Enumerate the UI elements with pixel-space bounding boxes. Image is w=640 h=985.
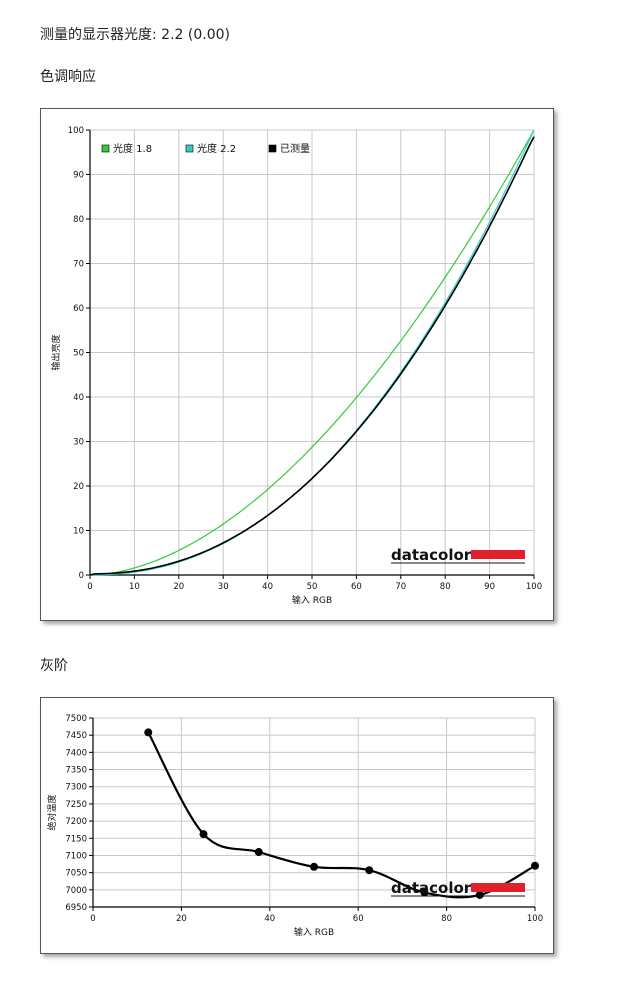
data-point: [365, 866, 374, 875]
x-tick-label: 90: [484, 582, 495, 592]
series-line-3: [89, 136, 535, 576]
x-tick-label: 0: [87, 582, 92, 592]
y-tick-label: 20: [73, 482, 84, 492]
y-tick-label: 50: [73, 349, 84, 359]
y-tick-label: 0: [79, 571, 84, 581]
y-tick-label: 6950: [65, 903, 87, 913]
y-tick-label: 7300: [65, 783, 87, 793]
data-point: [254, 848, 263, 857]
legend-swatch: [268, 144, 277, 153]
y-tick-label: 7050: [65, 869, 87, 879]
y-tick-label: 7250: [65, 800, 87, 810]
x-tick-label: 80: [440, 582, 451, 592]
y-tick-label: 70: [73, 260, 84, 270]
x-tick-label: 20: [173, 582, 184, 592]
grayscale-chart-panel: 0 20 40 60 80 100 6950 7000 7050 7100 7150 7200 7250…: [40, 697, 554, 954]
x-tick-label: 40: [264, 914, 275, 924]
x-tick-label: 30: [218, 582, 229, 592]
legend-label: 光度 2.2: [197, 142, 236, 155]
x-tick-label: 100: [526, 582, 542, 592]
section-title-grayscale: 灰阶: [40, 658, 68, 674]
measured-gamma-label: 测量的显示器光度: 2.2 (0.00): [40, 27, 230, 43]
grayscale-temperature-chart: 0 20 40 60 80 100 6950 7000 7050 7100 7150 7200 7250…: [46, 714, 543, 938]
data-point: [144, 728, 153, 737]
x-tick-label: 60: [351, 582, 362, 592]
section-title-tone-response: 色调响应: [40, 69, 96, 85]
y-tick-label: 90: [73, 171, 84, 181]
x-tick-label: 40: [262, 582, 273, 592]
y-tick-label: 7150: [65, 834, 87, 844]
y-tick-label: 7400: [65, 748, 87, 758]
x-axis-title: 输入 RGB: [294, 926, 334, 938]
datacolor-logo-bar: [471, 883, 525, 892]
legend-swatch: [101, 144, 110, 153]
x-axis-title: 输入 RGB: [292, 594, 332, 606]
x-tick-label: 80: [441, 914, 452, 924]
x-tick-label: 100: [527, 914, 543, 924]
y-axis-title: 绝对温度: [46, 794, 58, 830]
y-tick-label: 7100: [65, 851, 87, 861]
datacolor-logo-bar: [471, 550, 525, 559]
tone-response-chart: 0 10 20 30 40 50 60 70 80 90 100 0 10 20 30 40 50 60 70 80 9…: [50, 126, 542, 606]
x-tick-label: 70: [395, 582, 406, 592]
y-axis-title: 输出亮度: [50, 334, 62, 370]
data-point: [420, 888, 429, 897]
legend-label: 光度 1.8: [113, 142, 152, 155]
x-tick-label: 60: [353, 914, 364, 924]
datacolor-logo-text: datacolor: [391, 879, 472, 897]
x-tick-label: 20: [176, 914, 187, 924]
y-tick-label: 10: [73, 527, 84, 537]
y-tick-label: 7200: [65, 817, 87, 827]
y-tick-label: 100: [68, 126, 84, 136]
series-line-1: [89, 129, 535, 576]
y-tick-label: 80: [73, 215, 84, 225]
y-tick-label: 30: [73, 438, 84, 448]
y-tick-label: 7500: [65, 714, 87, 724]
y-tick-label: 40: [73, 393, 84, 403]
legend-swatch: [185, 144, 194, 153]
x-tick-label: 50: [307, 582, 318, 592]
y-tick-label: 7450: [65, 731, 87, 741]
x-tick-label: 0: [90, 914, 95, 924]
datacolor-logo-text: datacolor: [391, 546, 472, 564]
data-point: [531, 861, 539, 870]
y-tick-label: 60: [73, 304, 84, 314]
legend-label: 已测量: [280, 142, 310, 155]
y-tick-label: 7000: [65, 886, 87, 896]
x-tick-label: 10: [129, 582, 140, 592]
data-point: [475, 890, 484, 899]
y-tick-label: 7350: [65, 766, 87, 776]
tone-response-chart-panel: 0 10 20 30 40 50 60 70 80 90 100 0 10 20 30 40 50 60 70 80 9…: [40, 108, 554, 621]
data-point: [199, 830, 208, 839]
data-point: [310, 862, 318, 871]
